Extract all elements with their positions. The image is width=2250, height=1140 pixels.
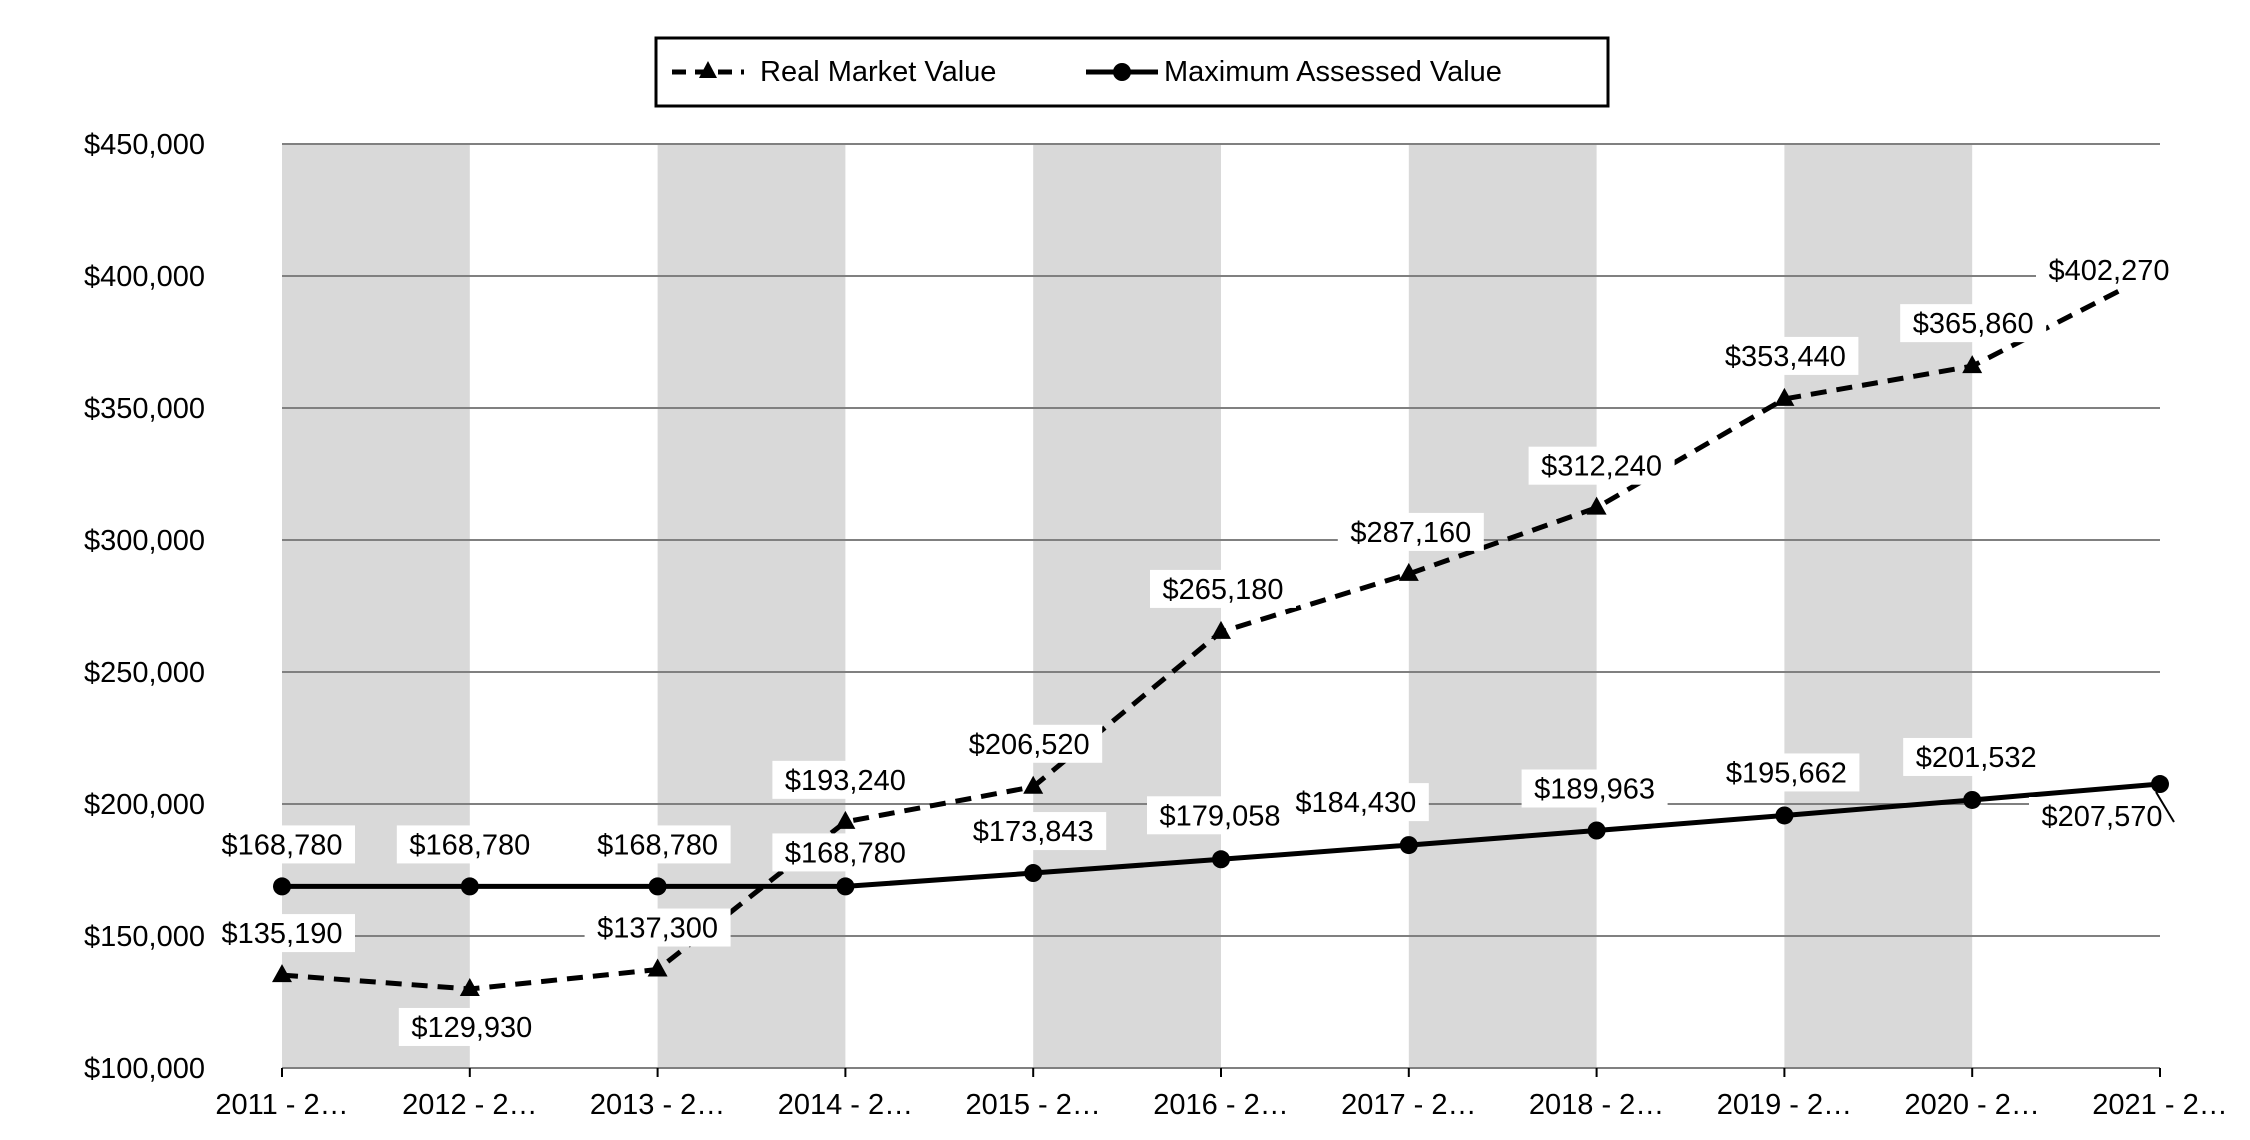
max-assessed-value-point (273, 877, 291, 896)
x-tick-label: 2018 - 2… (1529, 1089, 1664, 1121)
max-assessed-value-point (648, 877, 667, 896)
y-axis: $100,000 $150,000 $200,000 $250,000 $300,000… (84, 129, 205, 1085)
real-market-value-label: $353,440 (1725, 341, 1846, 373)
data-label-bg (1147, 796, 1293, 835)
x-tick-label: 2017 - 2… (1341, 1089, 1476, 1121)
x-tick-label: 2021 - 2… (2092, 1089, 2227, 1121)
leader-line (2155, 791, 2175, 823)
y-tick-label: $100,000 (84, 1053, 205, 1085)
data-label-bg (209, 914, 355, 953)
data-label-bg (1713, 753, 1860, 792)
y-tick-label: $300,000 (84, 525, 205, 557)
data-label-bg (1900, 304, 2047, 343)
data-label-bg (1337, 512, 1484, 551)
y-tick-label: $350,000 (84, 393, 205, 425)
max-assessed-value-point (1212, 850, 1230, 869)
max-assessed-value-label: $168,780 (409, 829, 530, 861)
real-market-value-label: $265,180 (1163, 574, 1284, 606)
legend-label-max-assessed: Maximum Assessed Value (1164, 56, 1502, 88)
real-market-value-point (1211, 620, 1231, 639)
x-tick-label: 2011 - 2… (215, 1089, 348, 1121)
data-label-bg (584, 825, 731, 864)
x-axis: 2011 - 2… 2012 - 2… 2013 - 2… 2014 - 2… 2015… (215, 1068, 2228, 1121)
real-market-value-point (1398, 562, 1419, 581)
data-label-bg (960, 812, 1107, 851)
max-assessed-value-point (836, 877, 855, 896)
max-assessed-value-label: $184,430 (1295, 787, 1416, 819)
real-market-value-label: $135,190 (222, 918, 343, 950)
data-label-bg (1528, 446, 1675, 485)
data-label-bg (209, 825, 355, 864)
data-label-bg (584, 908, 731, 947)
max-assessed-value-label: $173,843 (973, 816, 1094, 848)
real-market-value-label: $365,860 (1913, 308, 2034, 340)
band (1784, 144, 1973, 1068)
series-group (272, 259, 2170, 996)
real-market-value-point (1586, 496, 1607, 515)
data-label-bg (956, 724, 1103, 763)
max-assessed-value-point (1024, 864, 1043, 883)
real-market-value-point (272, 964, 292, 983)
max-assessed-value-point (2151, 775, 2169, 794)
legend-label-real-market: Real Market Value (760, 56, 996, 88)
max-assessed-value-label: $168,780 (785, 837, 906, 869)
real-market-value-label: $129,930 (411, 1012, 532, 1044)
max-assessed-value-point (1775, 806, 1794, 825)
real-market-value-label: $312,240 (1541, 451, 1662, 483)
band-group (282, 144, 1973, 1068)
real-market-value-label: $287,160 (1350, 517, 1471, 549)
x-tick-label: 2015 - 2… (965, 1089, 1100, 1121)
y-tick-label: $150,000 (84, 921, 205, 953)
real-market-value-label: $137,300 (597, 913, 718, 945)
x-tick-label: 2012 - 2… (402, 1089, 537, 1121)
max-assessed-value-point (1963, 790, 1982, 809)
max-assessed-value-point (460, 877, 479, 896)
real-market-value-point (1023, 775, 1044, 794)
x-tick-label: 2019 - 2… (1717, 1089, 1852, 1121)
max-assessed-value-label: $179,058 (1160, 800, 1281, 832)
real-market-value-label: $402,270 (2049, 255, 2170, 287)
data-label-bg (2036, 251, 2182, 290)
data-label-bg (772, 760, 919, 799)
max-assessed-value-label: $189,963 (1534, 773, 1655, 805)
x-tick-label: 2016 - 2… (1153, 1089, 1288, 1121)
y-tick-label: $250,000 (84, 657, 205, 689)
y-tick-label: $450,000 (84, 129, 205, 161)
real-market-value-point (835, 810, 856, 829)
max-assessed-value-label: $168,780 (597, 829, 718, 861)
real-market-value-label: $193,240 (785, 765, 906, 797)
real-market-value-point (1774, 387, 1795, 406)
data-label-bg (398, 1007, 545, 1046)
max-assessed-value-label: $207,570 (2042, 801, 2163, 833)
max-assessed-value-point (1399, 836, 1418, 855)
real-market-value-point (459, 977, 480, 996)
max-assessed-value-point (1587, 821, 1606, 840)
max-assessed-value-label: $201,532 (1916, 742, 2037, 774)
data-label-bg (396, 825, 543, 864)
legend-marker-triangle (699, 61, 717, 78)
x-tick-label: 2020 - 2… (1904, 1089, 2039, 1121)
data-labels: $135,190 $129,930 $137,300 $193,240 $206,520… (209, 251, 2182, 1046)
data-label-bg (1150, 569, 1296, 608)
band (1408, 144, 1597, 1068)
x-tick-label: 2013 - 2… (590, 1089, 725, 1121)
data-label-bg (1712, 336, 1859, 375)
y-tick-label: $400,000 (84, 261, 205, 293)
data-label-bg (2029, 797, 2175, 836)
data-label-bg (1282, 783, 1429, 822)
legend-marker-circle (1113, 63, 1131, 81)
real-market-value-point (1962, 355, 1983, 374)
max-assessed-value-label: $195,662 (1726, 757, 1847, 789)
data-label-bg (772, 833, 919, 872)
max-assessed-value-label: $168,780 (222, 829, 343, 861)
legend: Real Market Value Maximum Assessed Value (654, 36, 1610, 108)
data-label-bg (1521, 769, 1668, 808)
y-tick-label: $200,000 (84, 789, 205, 821)
band (282, 144, 470, 1068)
data-label-bg (1903, 737, 2050, 776)
real-market-value-label: $206,520 (969, 729, 1090, 761)
x-tick-label: 2014 - 2… (778, 1089, 913, 1121)
real-market-value-point (647, 958, 668, 977)
